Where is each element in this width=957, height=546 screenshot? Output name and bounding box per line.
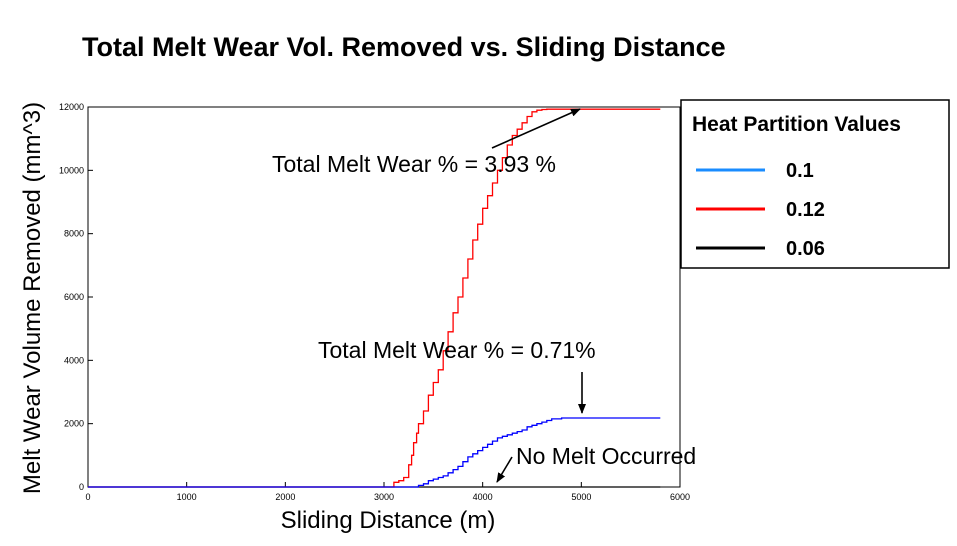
x-tick-label: 4000	[473, 492, 493, 502]
series-layer	[88, 108, 661, 488]
annotation-total-melt-wear-3-93: Total Melt Wear % = 3.93 %	[272, 151, 556, 177]
plot-area	[87, 106, 681, 488]
x-tick-label: 2000	[275, 492, 295, 502]
chart-title: Total Melt Wear Vol. Removed vs. Sliding…	[82, 32, 726, 62]
series-line-0-12	[88, 108, 661, 488]
legend: Heat Partition Values 0.1 0.12 0.06	[680, 99, 950, 269]
annotation-no-melt-occurred: No Melt Occurred	[516, 443, 696, 469]
x-tick-label: 1000	[177, 492, 197, 502]
legend-label-0-06: 0.06	[786, 238, 825, 260]
annotation-total-melt-wear-0-71: Total Melt Wear % = 0.71%	[318, 337, 596, 363]
x-tick-label: 6000	[670, 492, 690, 502]
y-tick-label: 6000	[64, 292, 84, 302]
y-tick-label: 10000	[59, 165, 84, 175]
x-tick-label: 5000	[571, 492, 591, 502]
x-tick-label: 3000	[374, 492, 394, 502]
annotation-arrow-no-melt	[496, 456, 513, 483]
legend-title: Heat Partition Values	[692, 113, 901, 136]
series-line-0-1	[88, 417, 661, 488]
legend-label-0-1: 0.1	[786, 160, 814, 182]
y-axis-label: Melt Wear Volume Removed (mm^3)	[19, 102, 46, 494]
legend-label-0-12: 0.12	[786, 199, 825, 221]
y-tick-label: 4000	[64, 355, 84, 365]
x-axis-label: Sliding Distance (m)	[281, 507, 496, 534]
legend-box	[680, 99, 950, 269]
x-axis-ticks: 0 1000 2000 3000 4000 5000 6000	[85, 482, 690, 502]
y-tick-label: 12000	[59, 102, 84, 112]
y-tick-label: 2000	[64, 419, 84, 429]
y-tick-label: 8000	[64, 229, 84, 239]
annotation-arrow-3-93	[491, 108, 581, 149]
x-tick-label: 0	[85, 492, 90, 502]
y-tick-label: 0	[79, 482, 84, 492]
